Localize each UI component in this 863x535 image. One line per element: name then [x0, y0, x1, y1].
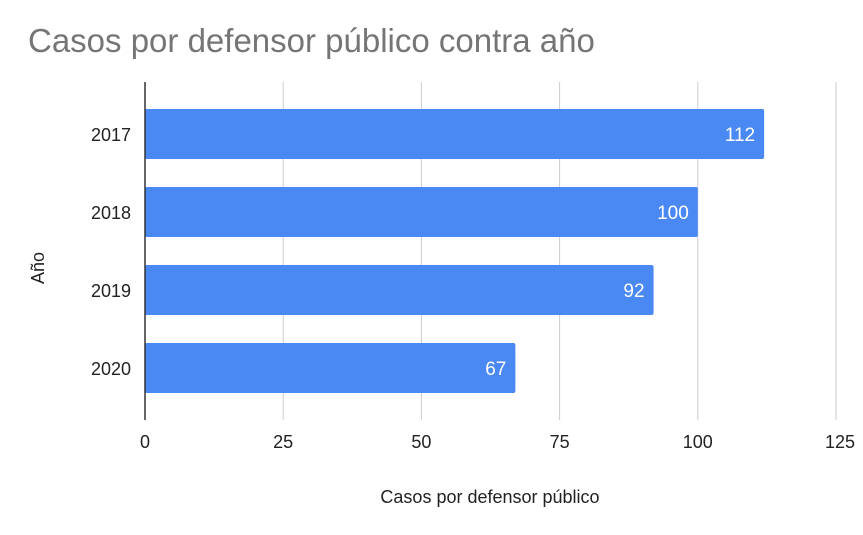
y-tick-label-2018: 2018 [91, 203, 131, 223]
y-tick-label-2020: 2020 [91, 359, 131, 379]
bar-2017 [145, 109, 765, 159]
y-tick-label-2017: 2017 [91, 125, 131, 145]
y-tick-labels: 2017 2018 2019 2020 [91, 125, 131, 379]
data-label-2019: 92 [623, 281, 644, 302]
x-axis-title: Casos por defensor público [380, 487, 599, 507]
x-tick-labels: 0 25 50 75 100 125 [140, 432, 855, 452]
x-tick-label-50: 50 [411, 432, 431, 452]
x-tick-label-0: 0 [140, 432, 150, 452]
bar-2020 [145, 343, 516, 393]
y-tick-label-2019: 2019 [91, 281, 131, 301]
bar-2018 [145, 187, 698, 237]
bars [145, 109, 765, 393]
data-label-2018: 100 [657, 203, 689, 224]
bar-2019 [145, 265, 654, 315]
x-tick-label-25: 25 [273, 432, 293, 452]
chart-title: Casos por defensor público contra año [28, 22, 595, 59]
data-label-2020: 67 [485, 359, 506, 380]
data-labels: 112 100 92 67 [485, 125, 755, 380]
x-tick-label-100: 100 [683, 432, 713, 452]
x-tick-label-125: 125 [825, 432, 855, 452]
data-label-2017: 112 [725, 125, 755, 146]
y-axis-title: Año [28, 252, 48, 284]
x-tick-label-75: 75 [550, 432, 570, 452]
